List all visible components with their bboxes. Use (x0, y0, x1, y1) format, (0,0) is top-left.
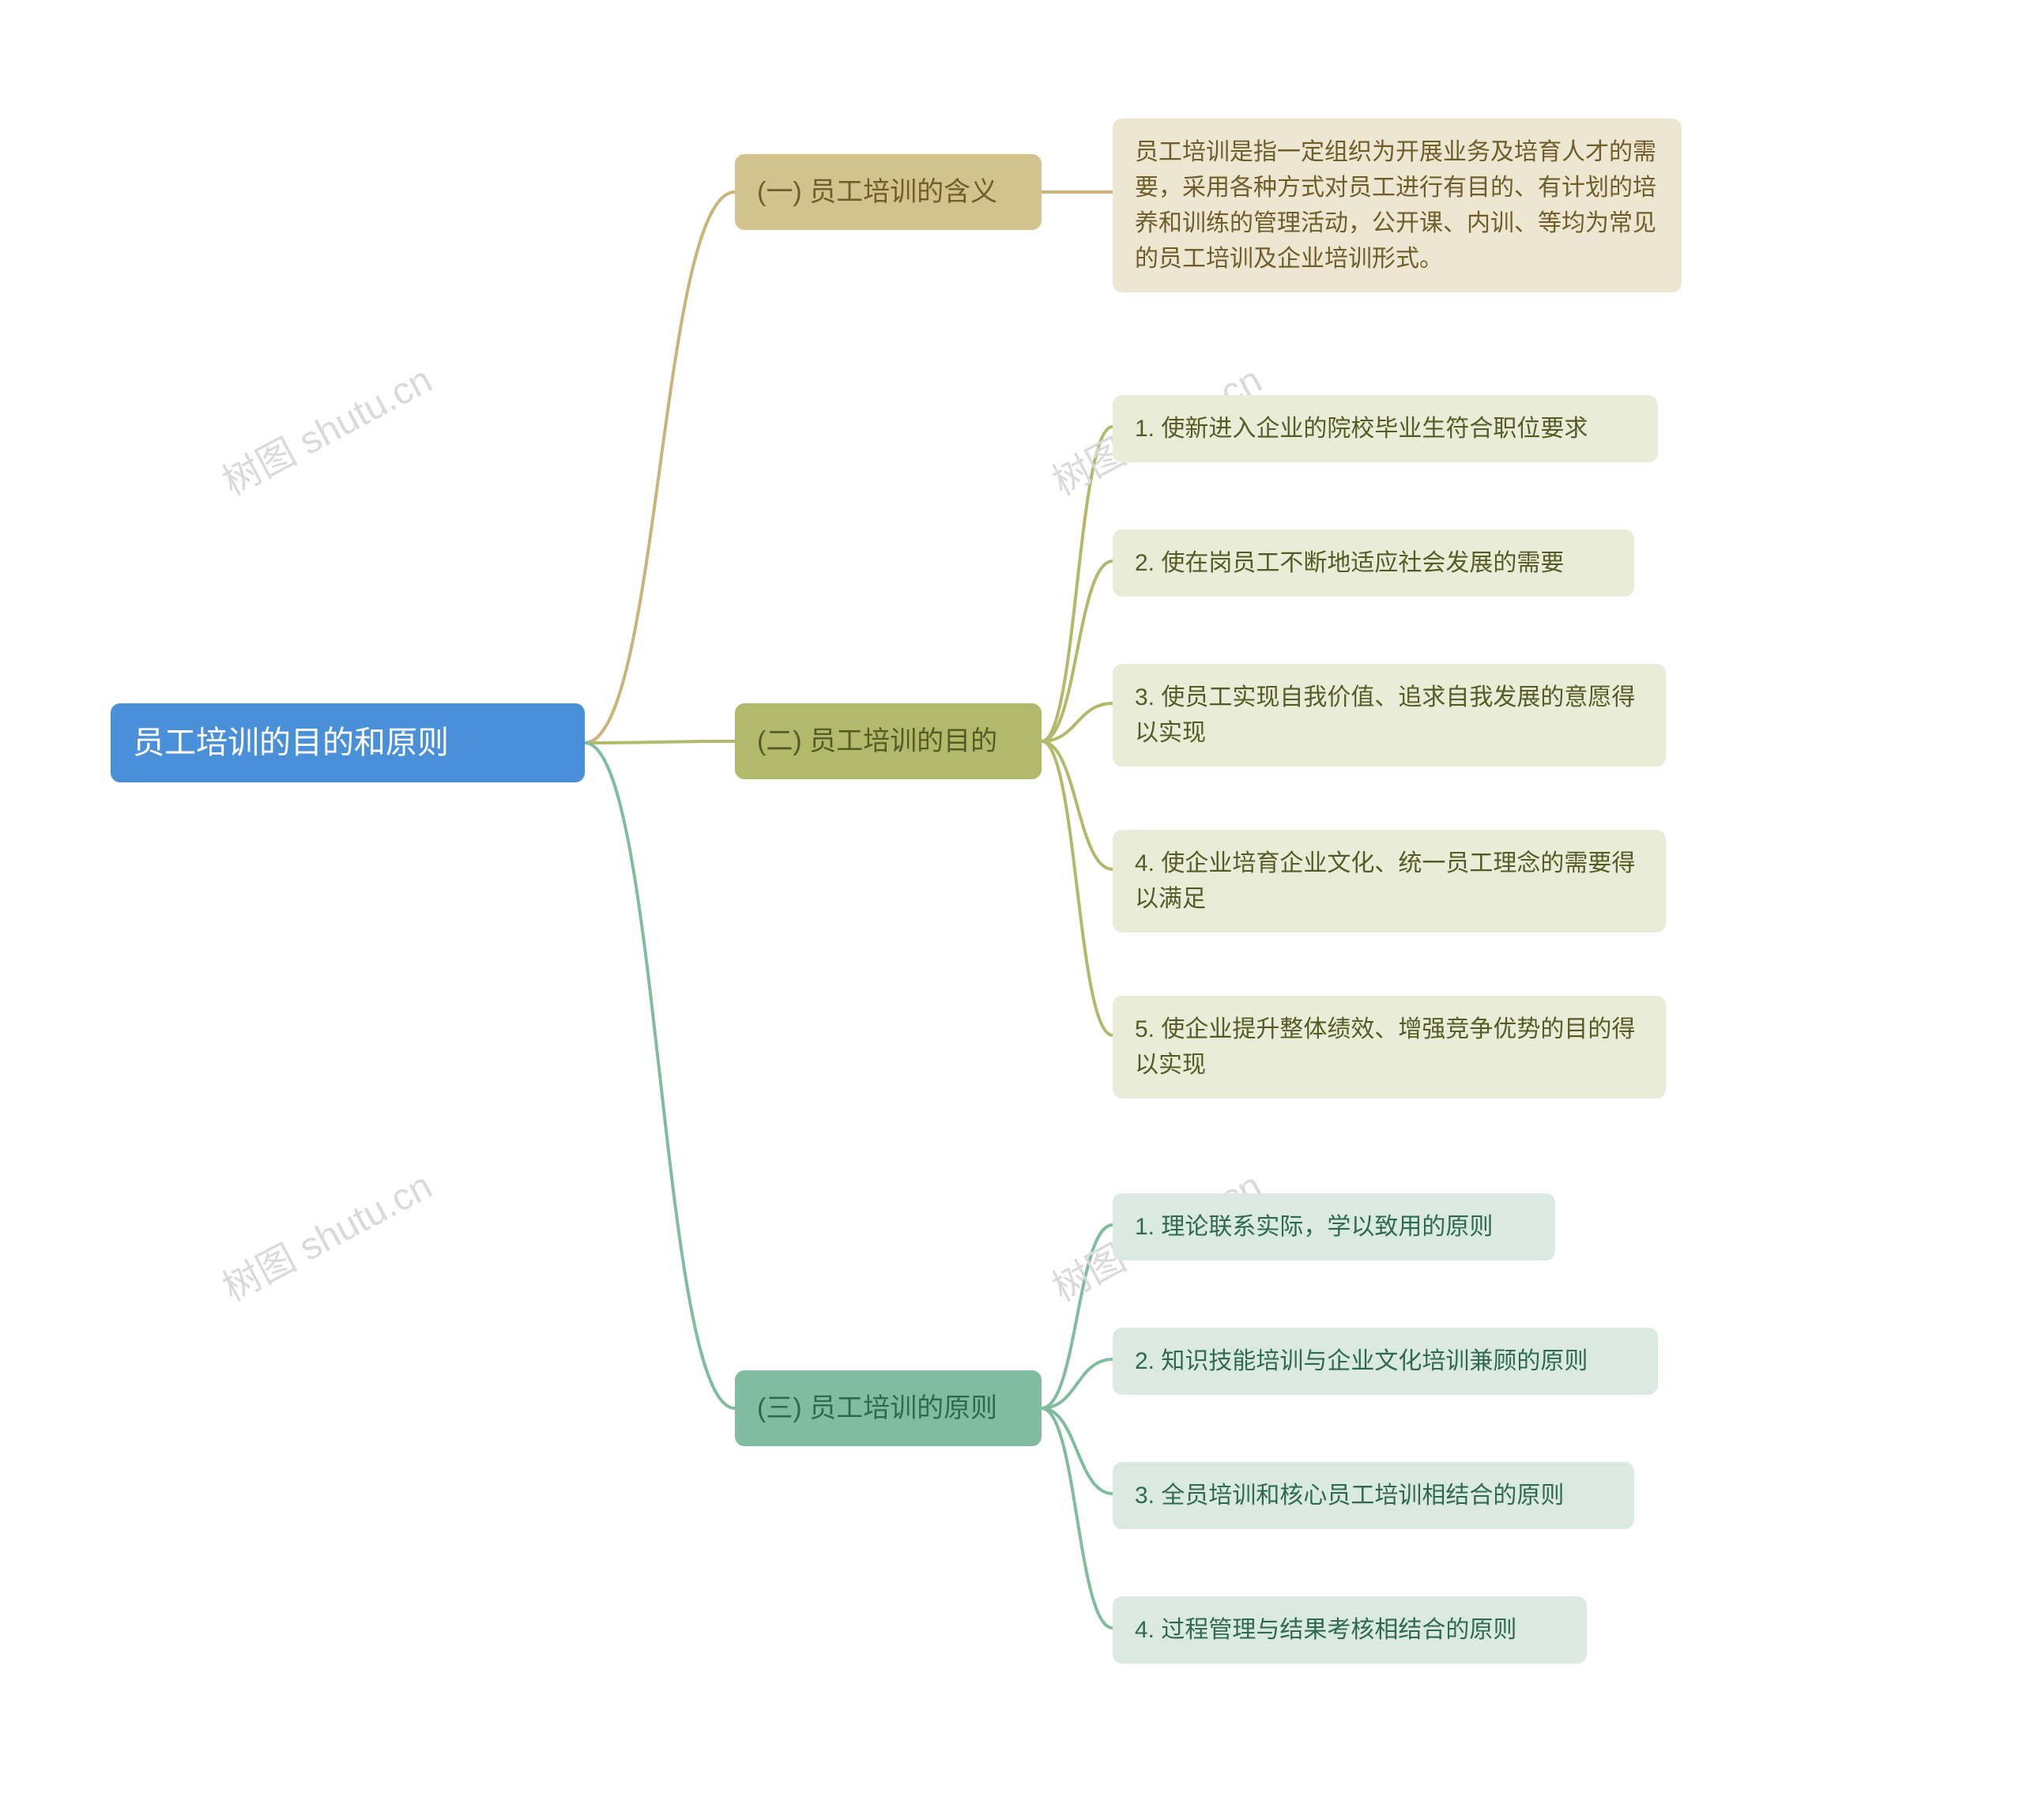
leaf-label: 3. 使员工实现自我价值、追求自我发展的意愿得以实现 (1135, 680, 1644, 751)
leaf-node[interactable]: 3. 使员工实现自我价值、追求自我发展的意愿得以实现 (1113, 664, 1666, 767)
connector-layer (0, 0, 2023, 1820)
root-label: 员工培训的目的和原则 (133, 719, 449, 767)
branch-node-3[interactable]: (三) 员工培训的原则 (735, 1370, 1042, 1446)
branch-node-1[interactable]: (一) 员工培训的含义 (735, 154, 1042, 230)
leaf-node[interactable]: 5. 使企业提升整体绩效、增强竞争优势的目的得以实现 (1113, 996, 1666, 1098)
leaf-label: 4. 使企业培育企业文化、统一员工理念的需要得以满足 (1135, 846, 1644, 917)
leaf-label: 员工培训是指一定组织为开展业务及培育人才的需要，采用各种方式对员工进行有目的、有… (1135, 134, 1659, 277)
branch-node-2[interactable]: (二) 员工培训的目的 (735, 703, 1042, 779)
leaf-node[interactable]: 1. 理论联系实际，学以致用的原则 (1113, 1193, 1555, 1260)
leaf-node[interactable]: 3. 全员培训和核心员工培训相结合的原则 (1113, 1462, 1634, 1529)
leaf-node[interactable]: 1. 使新进入企业的院校毕业生符合职位要求 (1113, 395, 1658, 462)
leaf-label: 3. 全员培训和核心员工培训相结合的原则 (1135, 1478, 1564, 1513)
watermark: 树图 shutu.cn (211, 349, 440, 506)
leaf-label: 5. 使企业提升整体绩效、增强竞争优势的目的得以实现 (1135, 1012, 1644, 1083)
leaf-label: 2. 使在岗员工不断地适应社会发展的需要 (1135, 545, 1564, 581)
leaf-node[interactable]: 2. 知识技能培训与企业文化培训兼顾的原则 (1113, 1328, 1658, 1395)
leaf-label: 4. 过程管理与结果考核相结合的原则 (1135, 1612, 1516, 1648)
branch-label: (二) 员工培训的目的 (757, 722, 997, 762)
leaf-label: 2. 知识技能培训与企业文化培训兼顾的原则 (1135, 1343, 1588, 1379)
branch-label: (一) 员工培训的含义 (757, 172, 997, 213)
branch-label: (三) 员工培训的原则 (757, 1389, 997, 1429)
watermark: 树图 shutu.cn (211, 1155, 440, 1312)
leaf-node[interactable]: 员工培训是指一定组织为开展业务及培育人才的需要，采用各种方式对员工进行有目的、有… (1113, 119, 1682, 292)
leaf-node[interactable]: 2. 使在岗员工不断地适应社会发展的需要 (1113, 529, 1634, 597)
leaf-label: 1. 使新进入企业的院校毕业生符合职位要求 (1135, 411, 1588, 447)
leaf-node[interactable]: 4. 使企业培育企业文化、统一员工理念的需要得以满足 (1113, 830, 1666, 933)
leaf-label: 1. 理论联系实际，学以致用的原则 (1135, 1209, 1493, 1245)
leaf-node[interactable]: 4. 过程管理与结果考核相结合的原则 (1113, 1596, 1587, 1664)
root-node[interactable]: 员工培训的目的和原则 (111, 703, 585, 782)
